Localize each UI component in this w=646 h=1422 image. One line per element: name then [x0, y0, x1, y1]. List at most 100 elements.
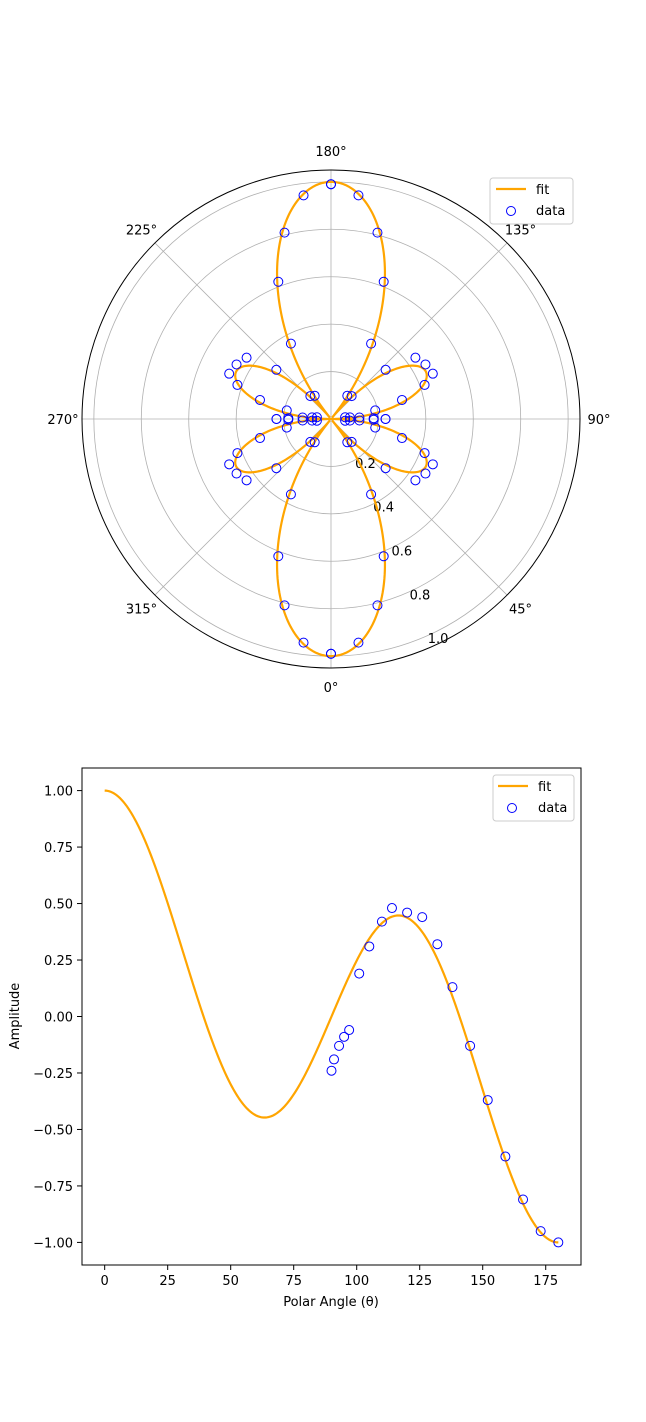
polar-data-point	[326, 648, 336, 659]
x-tick-label: 150	[470, 1274, 495, 1289]
data-point	[482, 1095, 493, 1106]
data-point	[417, 912, 428, 923]
polar-data-point	[342, 437, 353, 448]
polar-data-point	[427, 368, 438, 379]
angle-tick-label: 45°	[509, 603, 532, 618]
polar-data-point	[285, 338, 296, 349]
polar-data-point	[420, 359, 431, 370]
polar-data-point	[366, 489, 377, 500]
data-point	[402, 907, 413, 918]
polar-data-point	[346, 391, 357, 402]
polar-data-point	[340, 415, 351, 426]
polar-data-point	[354, 415, 365, 426]
y-tick-label: 0.75	[44, 841, 73, 856]
polar-data-point	[224, 459, 235, 470]
polar-data-point	[297, 415, 308, 426]
y-axis-label: Amplitude	[8, 983, 23, 1050]
y-tick-label: 0.50	[44, 898, 73, 913]
data-point	[465, 1040, 476, 1051]
polar-data-point	[370, 405, 381, 416]
polar-data-point	[285, 489, 296, 500]
data-point	[518, 1194, 529, 1205]
polar-data-point	[370, 422, 381, 433]
polar-chart: 0°45°90°135°180°225°270°315° 0.20.40.60.…	[47, 145, 610, 696]
y-axis-ticks: 1.00 0.75 0.50 0.25 0.00 −0.25 −0.50 −0.75 −1.00	[33, 785, 82, 1251]
polar-data-point	[231, 468, 242, 479]
angle-tick-label: 225°	[126, 223, 157, 238]
legend-data-swatch	[506, 206, 516, 216]
polar-data-point	[420, 468, 431, 479]
x-tick-label: 50	[222, 1274, 239, 1289]
polar-data-point	[309, 437, 320, 448]
polar-data-point	[397, 394, 408, 405]
data-point	[535, 1226, 546, 1237]
radial-tick-label: 0.8	[410, 588, 431, 603]
polar-data-point	[232, 448, 243, 459]
polar-data-point	[419, 379, 430, 390]
x-tick-label: 75	[285, 1274, 302, 1289]
y-tick-label: −0.25	[33, 1067, 73, 1082]
polar-data-point	[380, 364, 391, 375]
x-axis-label: Polar Angle (θ)	[283, 1295, 379, 1310]
legend-data-label: data	[538, 801, 567, 816]
radial-tick-label: 1.0	[428, 632, 449, 647]
polar-data-point	[297, 412, 308, 423]
cartesian-legend: fit data	[492, 774, 575, 822]
data-point	[553, 1237, 564, 1248]
x-tick-label: 175	[533, 1274, 558, 1289]
polar-data-point	[231, 359, 242, 370]
polar-data-point	[410, 475, 421, 486]
polar-data-point	[254, 394, 265, 405]
polar-data-point	[241, 475, 252, 486]
polar-data-point	[279, 600, 290, 611]
polar-data-point	[281, 422, 292, 433]
radial-tick-label: 0.6	[391, 544, 412, 559]
polar-data-point	[271, 463, 282, 474]
polar-data-point	[309, 390, 320, 401]
cartesian-chart: 0 25 50 75 100 125 150 175 1.00 0.75 0.50 0.25 0.00…	[8, 767, 582, 1310]
polar-data-points	[224, 179, 438, 659]
angle-tick-label: 270°	[47, 413, 78, 428]
polar-data-point	[368, 414, 379, 425]
polar-data-point	[311, 415, 322, 426]
cartesian-fit-line	[104, 789, 559, 1244]
angle-tick-label: 0°	[324, 681, 339, 696]
polar-data-point	[372, 600, 383, 611]
cartesian-data-points	[326, 903, 564, 1248]
angle-tick-label: 180°	[315, 145, 346, 160]
x-tick-label: 25	[159, 1274, 176, 1289]
angle-tick-label: 135°	[505, 223, 536, 238]
x-tick-label: 100	[344, 1274, 369, 1289]
y-tick-label: 1.00	[44, 785, 73, 800]
data-point	[354, 968, 365, 979]
polar-data-point	[298, 637, 309, 648]
polar-data-point	[283, 414, 294, 425]
polar-data-point	[305, 391, 316, 402]
x-axis-ticks: 0 25 50 75 100 125 150 175	[101, 1265, 558, 1289]
data-point	[447, 982, 458, 993]
polar-data-point	[427, 459, 438, 470]
data-point	[339, 1031, 350, 1042]
polar-data-point	[397, 433, 408, 444]
polar-data-point	[298, 190, 309, 201]
data-point	[376, 916, 387, 927]
polar-data-point	[311, 412, 322, 423]
data-point	[386, 903, 397, 914]
legend-data-swatch	[507, 803, 517, 813]
polar-data-point	[271, 364, 282, 375]
polar-data-point	[372, 227, 383, 238]
polar-data-point	[254, 433, 265, 444]
polar-data-point	[241, 352, 252, 363]
legend-fit-label: fit	[538, 780, 551, 795]
x-tick-label: 125	[407, 1274, 432, 1289]
data-point	[334, 1040, 345, 1051]
polar-angle-labels: 0° 45° 90° 135° 180° 225° 270° 315°	[47, 145, 610, 696]
polar-data-point	[279, 227, 290, 238]
data-point	[432, 939, 443, 950]
polar-data-point	[366, 338, 377, 349]
polar-data-point	[273, 276, 284, 287]
data-point	[500, 1151, 511, 1162]
polar-data-point	[410, 352, 421, 363]
angle-tick-label: 90°	[587, 413, 610, 428]
